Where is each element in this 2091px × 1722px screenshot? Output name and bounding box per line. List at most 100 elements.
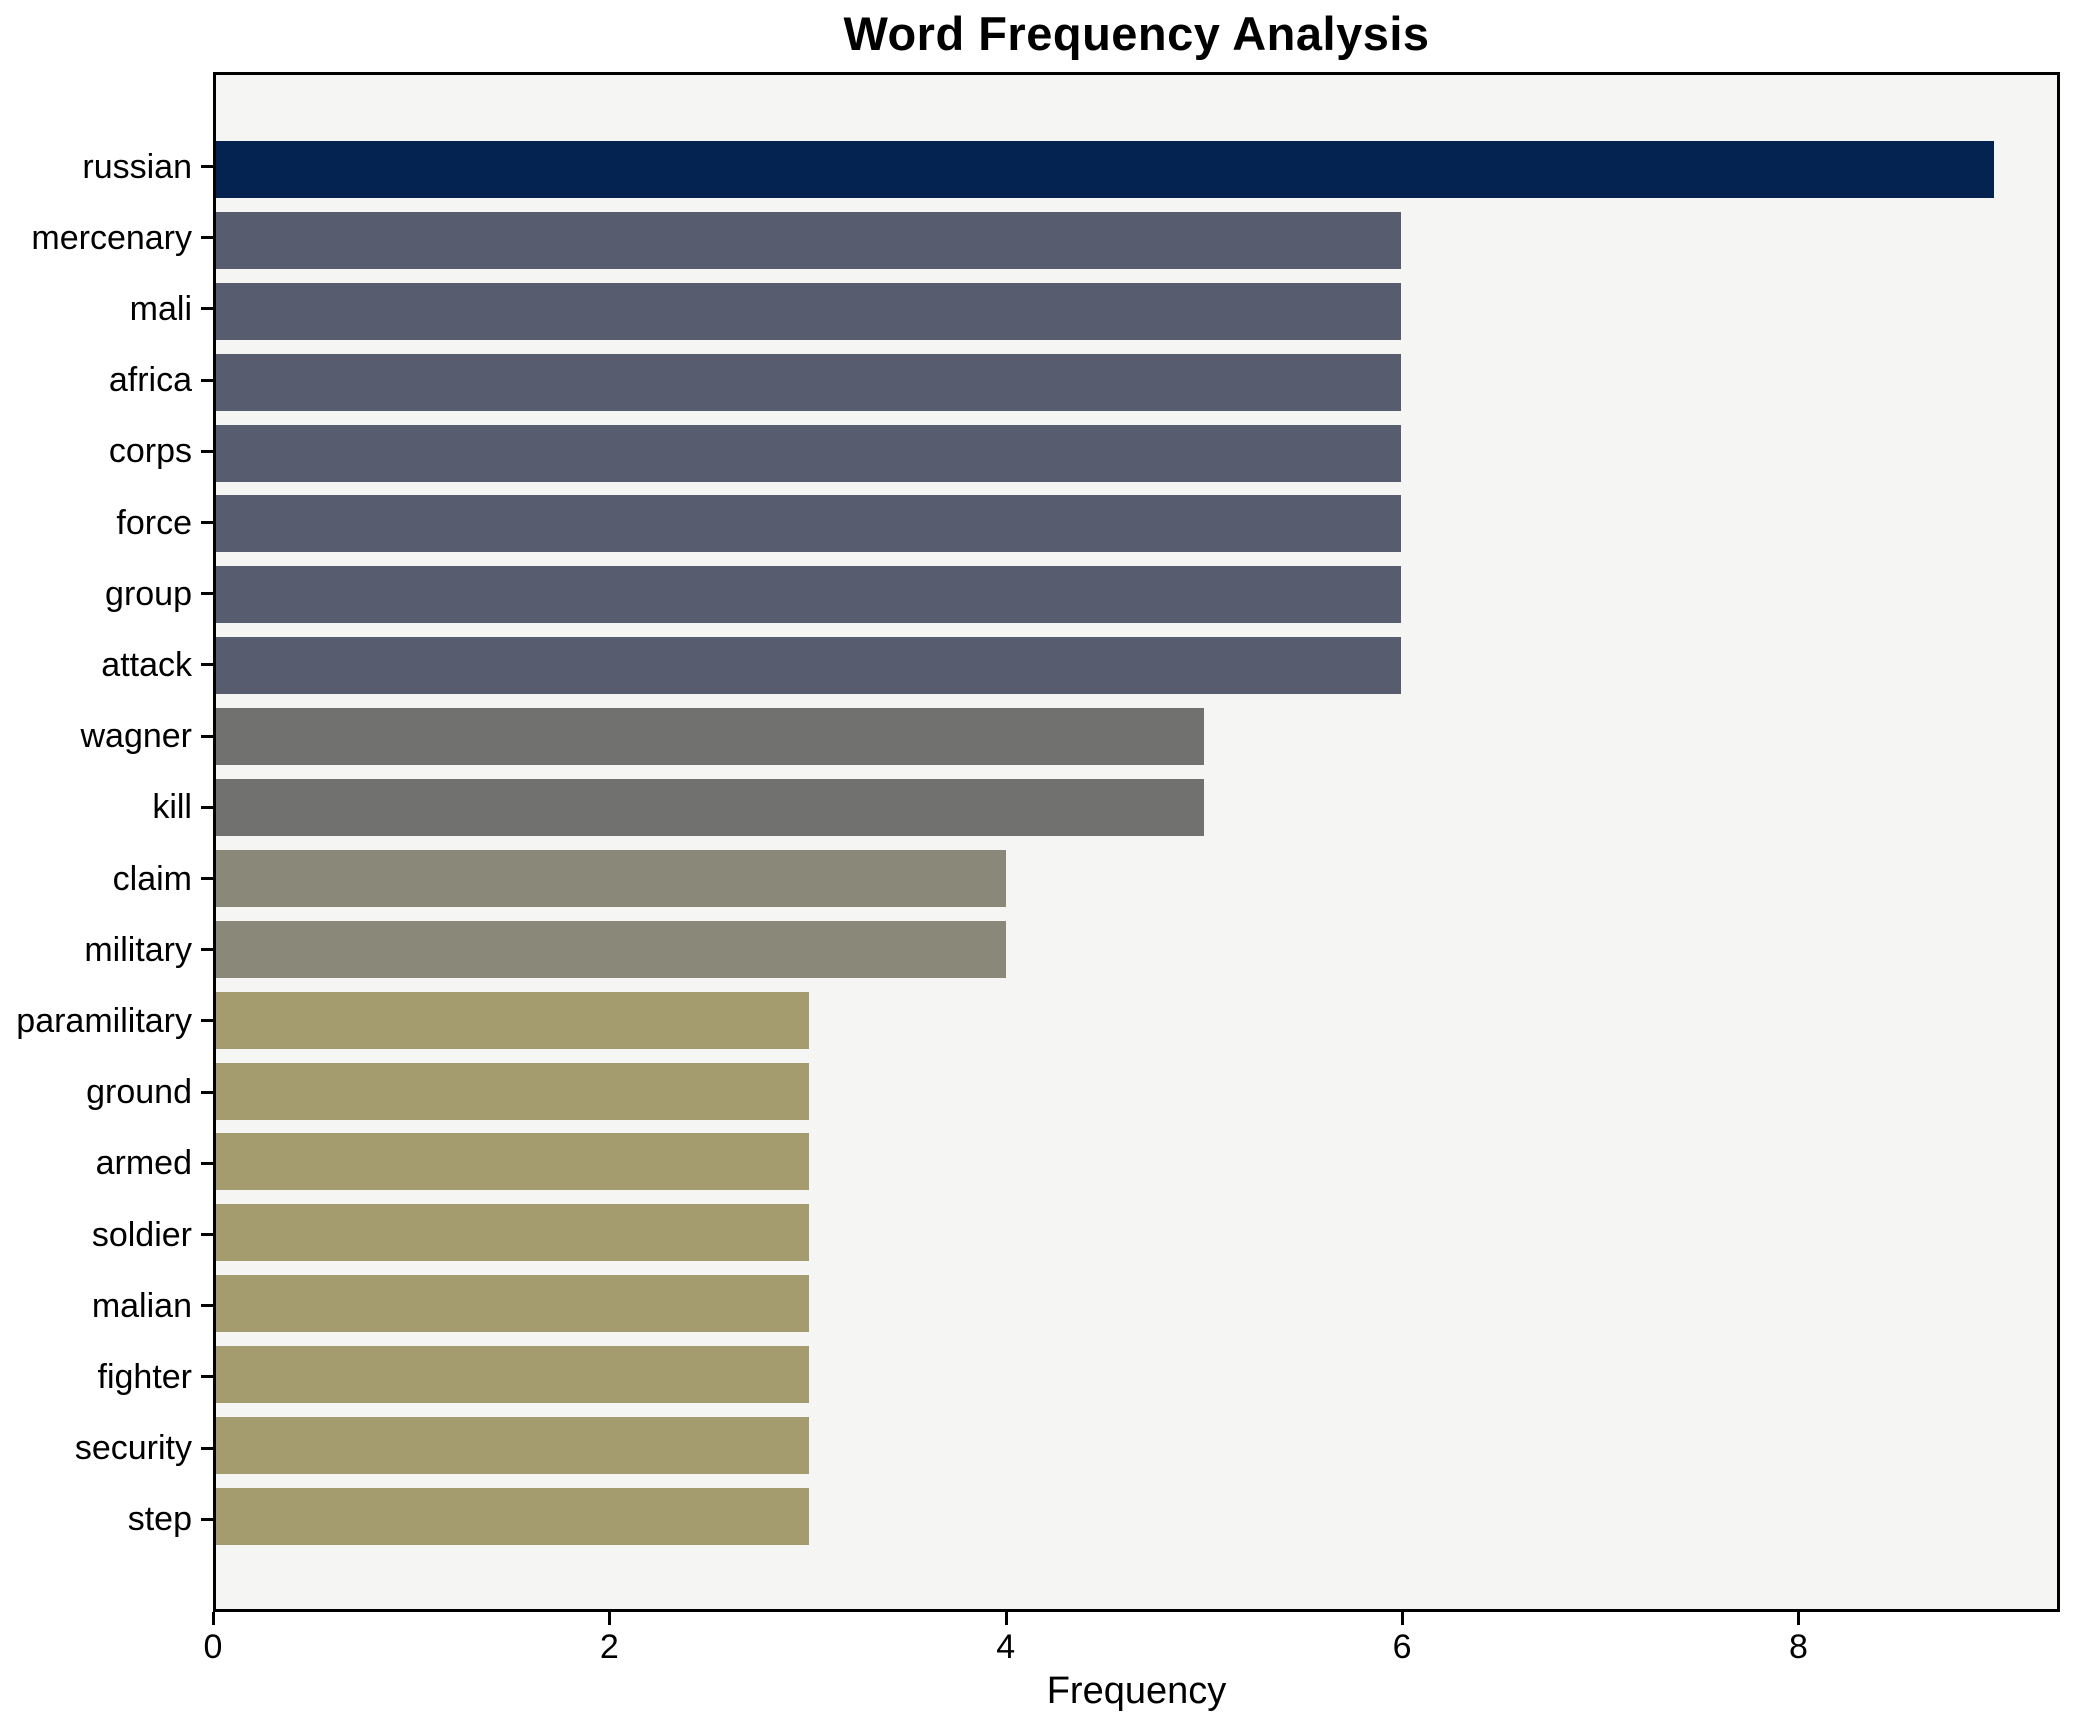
- y-axis-label-ground: ground: [86, 1073, 192, 1112]
- bar-row: [216, 1275, 2057, 1333]
- y-axis-label-armed: armed: [95, 1144, 192, 1183]
- y-axis-tick-mark: [201, 1233, 213, 1237]
- bar-row: [216, 1204, 2057, 1262]
- bar-mercenary: [216, 211, 1402, 269]
- bar-claim: [216, 849, 1007, 907]
- bar-paramilitary: [216, 991, 809, 1049]
- y-axis-tick-mark: [201, 236, 213, 240]
- y-axis-label-row: military: [0, 921, 213, 978]
- bar-row: [216, 708, 2057, 766]
- y-axis-label-row: armed: [0, 1135, 213, 1192]
- bar-row: [216, 1417, 2057, 1475]
- y-axis-label-security: security: [74, 1429, 192, 1468]
- y-axis-tick-mark: [201, 1304, 213, 1308]
- y-axis-label-military: military: [84, 930, 192, 969]
- y-axis-label-mali: mali: [129, 289, 192, 328]
- bar-row: [216, 779, 2057, 837]
- bar-armed: [216, 1133, 809, 1191]
- y-axis-label-russian: russian: [82, 147, 192, 186]
- bar-attack: [216, 637, 1402, 695]
- bar-group: [216, 566, 1402, 624]
- y-axis-label-row: step: [0, 1491, 213, 1548]
- y-axis-label-mercenary: mercenary: [31, 218, 192, 257]
- bar-row: [216, 920, 2057, 978]
- y-axis-tick-mark: [201, 378, 213, 382]
- y-axis-label-claim: claim: [112, 859, 192, 898]
- bar-row: [216, 424, 2057, 482]
- y-axis-tick-mark: [201, 165, 213, 168]
- bar-row: [216, 1487, 2057, 1545]
- y-axis-label-row: force: [0, 494, 213, 551]
- bar-row: [216, 566, 2057, 624]
- bar-security: [216, 1417, 809, 1475]
- y-axis-label-kill: kill: [152, 788, 192, 827]
- bar-wagner: [216, 708, 1204, 766]
- bar-russian: [216, 141, 1994, 198]
- y-axis-label-row: mali: [0, 280, 213, 337]
- bar-force: [216, 495, 1402, 553]
- y-axis-label-group: group: [105, 574, 192, 613]
- y-axis-label-row: wagner: [0, 708, 213, 765]
- x-axis-tick-mark: [608, 1612, 612, 1625]
- y-axis-label-paramilitary: paramilitary: [16, 1001, 192, 1040]
- bars: [216, 75, 2057, 1609]
- y-axis-tick-mark: [201, 734, 213, 738]
- y-axis-label-row: mercenary: [0, 209, 213, 266]
- y-axis-label-step: step: [127, 1500, 192, 1539]
- y-axis-tick-mark: [201, 663, 213, 667]
- y-axis-tick-mark: [201, 877, 213, 881]
- y-axis-label-row: group: [0, 565, 213, 622]
- bar-row: [216, 282, 2057, 340]
- bar-row: [216, 637, 2057, 695]
- x-axis-tick-label: 8: [1788, 1628, 1808, 1666]
- y-axis-label-row: security: [0, 1420, 213, 1477]
- bar-military: [216, 920, 1007, 978]
- x-axis-tick-mark: [1797, 1612, 1801, 1625]
- y-axis-tick-mark: [201, 1446, 213, 1450]
- bar-kill: [216, 779, 1204, 837]
- bar-row: [216, 849, 2057, 907]
- y-axis-tick-mark: [201, 1090, 213, 1094]
- x-axis-tick-label: 4: [996, 1628, 1016, 1666]
- y-axis-label-row: ground: [0, 1064, 213, 1121]
- y-axis-label-row: soldier: [0, 1206, 213, 1263]
- y-axis-label-africa: africa: [108, 361, 192, 400]
- plot-area: [213, 72, 2060, 1612]
- y-axis-label-row: russian: [0, 138, 213, 195]
- bar-row: [216, 1346, 2057, 1404]
- y-axis-tick-mark: [201, 592, 213, 596]
- y-axis-label-malian: malian: [91, 1286, 192, 1325]
- y-axis-label-row: fighter: [0, 1348, 213, 1405]
- bar-row: [216, 353, 2057, 411]
- y-axis-tick-mark: [201, 1161, 213, 1165]
- x-axis-tick-mark: [1004, 1612, 1008, 1625]
- bar-row: [216, 1133, 2057, 1191]
- bar-fighter: [216, 1346, 809, 1404]
- y-axis-label-attack: attack: [101, 645, 192, 684]
- x-axis-title: Frequency: [1046, 1670, 1227, 1712]
- y-axis-tick-mark: [201, 1019, 213, 1023]
- y-axis-label-row: claim: [0, 850, 213, 907]
- bar-row: [216, 991, 2057, 1049]
- y-axis-label-row: africa: [0, 352, 213, 409]
- y-axis-label-row: attack: [0, 636, 213, 693]
- x-axis: 0 2 4 6 8: [204, 1612, 2060, 1722]
- y-axis-label-force: force: [116, 503, 192, 542]
- bar-ground: [216, 1062, 809, 1120]
- bar-mali: [216, 282, 1402, 340]
- y-axis-label-corps: corps: [108, 432, 192, 471]
- bar-row: [216, 141, 2057, 198]
- y-axis-label-soldier: soldier: [91, 1215, 192, 1254]
- x-axis-tick-label: 6: [1392, 1628, 1412, 1666]
- y-axis-label-wagner: wagner: [80, 717, 192, 756]
- y-axis-tick-mark: [201, 948, 213, 952]
- bar-row: [216, 211, 2057, 269]
- x-axis-tick-mark: [212, 1612, 215, 1625]
- bar-africa: [216, 353, 1402, 411]
- x-axis-tick-label: 2: [599, 1628, 619, 1666]
- y-axis-label-fighter: fighter: [97, 1357, 193, 1396]
- bar-step: [216, 1487, 809, 1545]
- bar-corps: [216, 424, 1402, 482]
- y-axis-tick-mark: [201, 449, 213, 453]
